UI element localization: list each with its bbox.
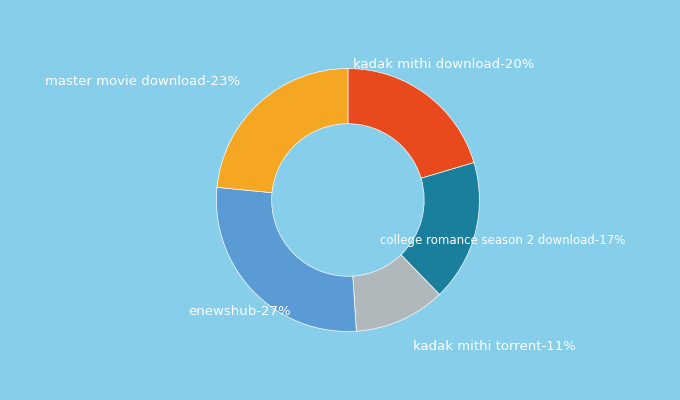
Wedge shape (401, 162, 479, 294)
Wedge shape (348, 68, 474, 178)
Wedge shape (217, 68, 348, 193)
Text: enewshub-27%: enewshub-27% (188, 305, 290, 318)
Wedge shape (216, 187, 356, 332)
Text: kadak mithi torrent-11%: kadak mithi torrent-11% (413, 340, 576, 353)
Text: master movie download-23%: master movie download-23% (45, 75, 240, 88)
Wedge shape (353, 255, 439, 331)
Text: college romance season 2 download-17%: college romance season 2 download-17% (380, 234, 626, 247)
Text: kadak mithi download-20%: kadak mithi download-20% (353, 58, 534, 72)
